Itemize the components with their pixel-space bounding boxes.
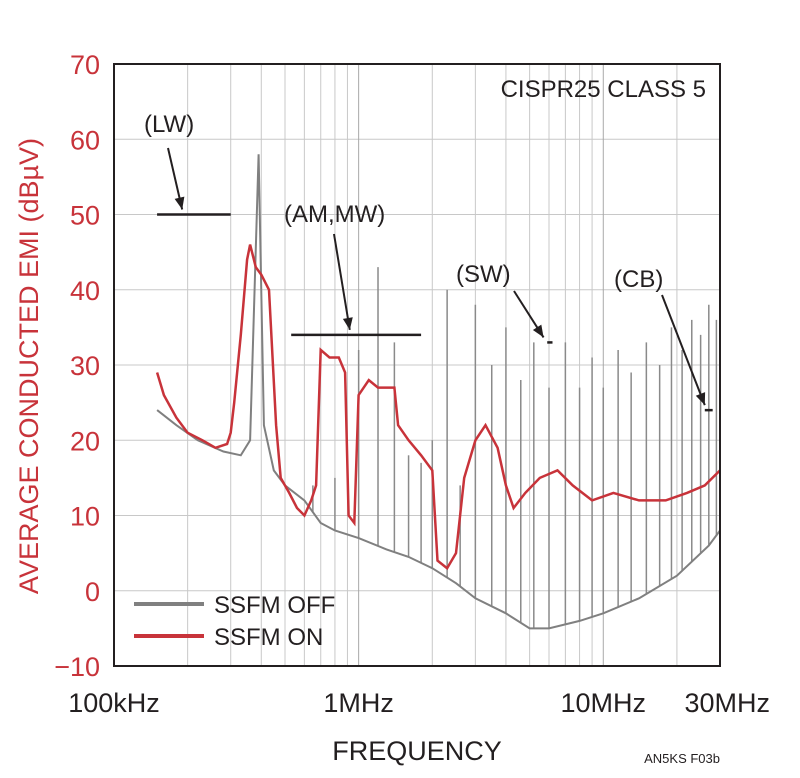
- annotation-arrow-head: [174, 196, 185, 210]
- chart-title: CISPR25 CLASS 5: [501, 76, 706, 103]
- ssfm-on-line: [155, 244, 721, 571]
- limit-lines: [157, 213, 713, 412]
- annotation-am-mw: (AM,MW): [284, 201, 385, 228]
- annotation-arrow-head: [695, 392, 706, 406]
- y-tick-label: 50: [70, 201, 100, 231]
- x-axis-ticks: 100kHz 1MHz 10MHz 30MHz: [68, 688, 770, 718]
- annotation-cb-label: (CB): [614, 266, 663, 293]
- x-tick-label: 100kHz: [68, 688, 160, 718]
- annotation-sw-label: (SW): [456, 261, 511, 288]
- y-axis-label: AVERAGE CONDUCTED EMI (dBµV): [14, 138, 44, 594]
- annotation-arrow-shaft: [333, 233, 351, 331]
- annotation-arrow-shaft: [661, 294, 706, 406]
- annotation-arrow-head: [342, 317, 353, 330]
- y-tick-label: 70: [70, 50, 100, 80]
- y-tick-label: −10: [54, 652, 100, 682]
- y-tick-label: 60: [70, 125, 100, 155]
- y-axis-ticks: −10 0 10 20 30 40 50 60 70: [54, 50, 100, 682]
- x-tick-label: 10MHz: [561, 688, 647, 718]
- y-tick-label: 40: [70, 276, 100, 306]
- annotation-lw: (LW): [144, 111, 194, 138]
- x-tick-label: 1MHz: [323, 688, 394, 718]
- ssfm-off-line: [156, 154, 721, 630]
- annotation-arrow-head: [532, 324, 544, 338]
- y-tick-label: 30: [70, 351, 100, 381]
- y-tick-label: 10: [70, 502, 100, 532]
- y-tick-label: 20: [70, 426, 100, 456]
- legend-label-ssfm-on: SSFM ON: [214, 624, 323, 651]
- legend: SSFM OFF SSFM ON: [134, 592, 335, 651]
- annotation-arrows: [167, 147, 706, 406]
- annotation-sw: (SW): [456, 261, 511, 288]
- figure-id: AN5KS F03b: [644, 751, 720, 766]
- annotation-lw-label: (LW): [144, 111, 194, 138]
- annotation-cb: (CB): [614, 266, 663, 293]
- x-axis-label: FREQUENCY: [332, 736, 502, 766]
- x-tick-label: 30MHz: [684, 688, 770, 718]
- plot-frame: [113, 63, 721, 667]
- legend-label-ssfm-off: SSFM OFF: [214, 592, 335, 619]
- annotation-am-mw-label: (AM,MW): [284, 201, 385, 228]
- y-tick-label: 0: [85, 577, 100, 607]
- ssfm-off-spurs: [312, 267, 718, 629]
